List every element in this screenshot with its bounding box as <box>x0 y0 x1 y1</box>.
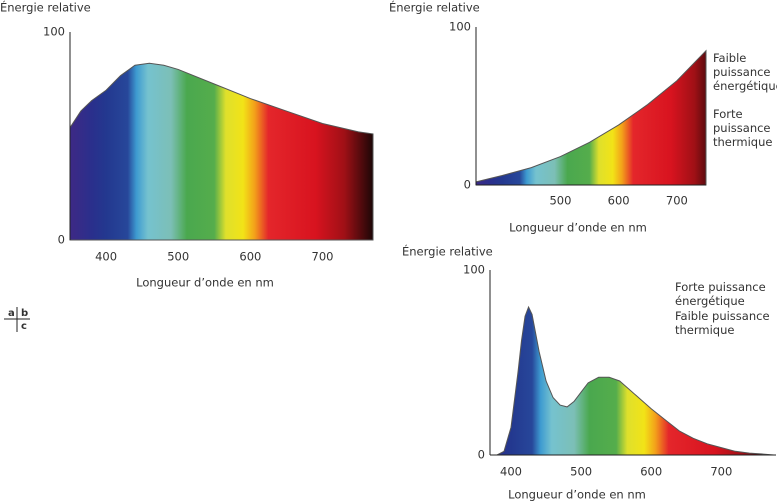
x-tick-label: 700 <box>312 250 334 264</box>
y-axis-label: Énergie relative <box>389 0 480 15</box>
annotation: Faible puissance énergétique <box>713 51 777 93</box>
panel-key-label: a <box>8 308 15 319</box>
x-tick-label: 500 <box>570 465 592 479</box>
y-tick-label: 0 <box>478 448 485 462</box>
y-axis-label: Énergie relative <box>402 244 493 259</box>
x-tick-label: 400 <box>95 250 117 264</box>
y-tick-label: 0 <box>58 233 65 247</box>
x-tick-label: 600 <box>239 250 261 264</box>
spectrum-area <box>496 305 774 456</box>
x-tick-label: 600 <box>608 194 630 208</box>
spectrum-area <box>69 62 374 241</box>
x-tick-label: 500 <box>167 250 189 264</box>
y-tick-label: 100 <box>463 263 485 277</box>
x-tick-label: 500 <box>549 194 571 208</box>
panel-key-label: b <box>21 308 28 319</box>
y-tick-label: 100 <box>449 20 471 34</box>
x-tick-label: 700 <box>710 465 732 479</box>
annotation: Forte puissance énergétique <box>675 280 766 308</box>
y-tick-label: 100 <box>43 25 65 39</box>
spectrum-area <box>475 49 707 186</box>
y-axis-label: Énergie relative <box>0 0 91 15</box>
x-tick-label: 600 <box>640 465 662 479</box>
annotation: Forte puissance thermique <box>713 107 773 149</box>
panel-key-label: c <box>21 321 27 332</box>
x-axis-label: Longueur d’onde en nm <box>509 221 647 235</box>
x-axis-label: Longueur d’onde en nm <box>136 276 274 290</box>
y-tick-label: 0 <box>464 178 471 192</box>
x-axis-label: Longueur d’onde en nm <box>508 488 646 502</box>
x-tick-label: 400 <box>500 465 522 479</box>
annotation: Faible puissance thermique <box>675 309 770 337</box>
x-tick-label: 700 <box>666 194 688 208</box>
